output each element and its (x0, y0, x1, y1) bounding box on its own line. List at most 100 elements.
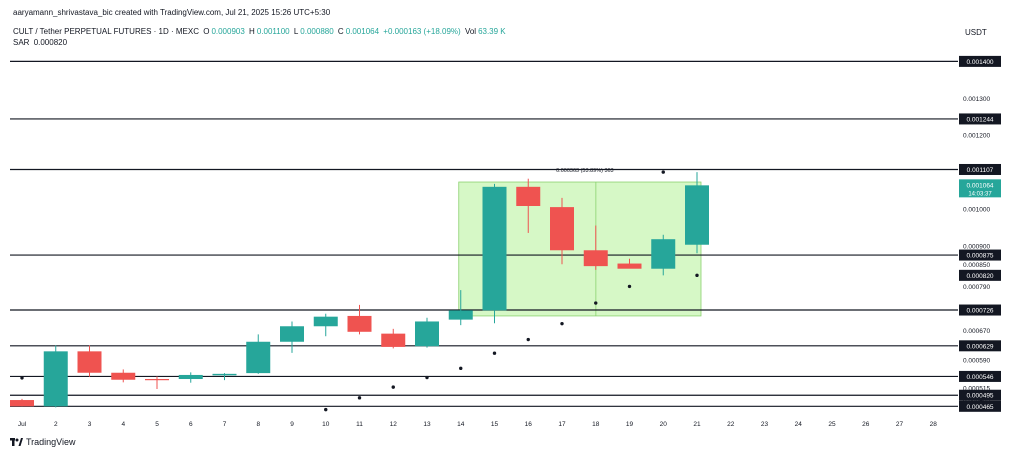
open-label: O (203, 27, 210, 36)
x-tick-label: 22 (727, 421, 735, 428)
tradingview-logo[interactable]: TradingView (10, 437, 76, 447)
tradingview-logo-icon (10, 438, 23, 446)
candle-body (212, 373, 237, 376)
countdown-text: 14:03:37 (968, 191, 992, 197)
level-price-tag (959, 400, 1001, 412)
level-price-tag (959, 55, 1001, 67)
x-tick-label: 12 (390, 421, 398, 428)
close-value: 0.001064 (345, 27, 380, 36)
y-tick-label: 0.000790 (963, 284, 990, 291)
x-tick-label: 18 (592, 421, 600, 428)
change-value: +0.000163 (+18.09%) (383, 27, 461, 36)
sar-value: 0.000820 (33, 38, 68, 47)
candle-body (313, 316, 338, 327)
x-tick-label: Jul (18, 421, 27, 428)
x-tick-label: 6 (189, 421, 193, 428)
sar-dot (459, 366, 463, 371)
level-price-tag (959, 304, 1001, 316)
level-price-tag (959, 113, 1001, 125)
x-tick-label: 19 (626, 421, 634, 428)
y-tick-label: 0.000850 (963, 262, 990, 269)
y-tick-label: 0.000590 (963, 358, 990, 365)
symbol-title[interactable]: CULT / Tether PERPETUAL FUTURES · 1D · M… (13, 27, 199, 36)
y-tick-label: 0.001200 (963, 133, 990, 140)
low-label: L (293, 27, 299, 36)
sar-price-text: 0.000820 (966, 273, 993, 280)
x-tick-label: 28 (930, 421, 938, 428)
volume-label: Vol (464, 27, 477, 36)
sar-dot (425, 375, 429, 380)
x-tick-label: 20 (660, 421, 668, 428)
x-tick-label: 26 (862, 421, 870, 428)
sar-dot (661, 170, 665, 174)
level-price-text: 0.001400 (966, 59, 993, 66)
level-price-text: 0.001244 (966, 116, 993, 123)
y-tick-label: 0.001300 (963, 96, 990, 103)
x-tick-label: 5 (155, 421, 159, 428)
sar-indicator-line[interactable]: SAR 0.000820 (13, 38, 69, 47)
sar-dot (20, 376, 24, 380)
level-price-tag (959, 340, 1001, 352)
level-price-tag (959, 370, 1001, 382)
x-tick-label: 7 (223, 421, 227, 428)
sar-dot (560, 321, 564, 326)
x-tick-label: 17 (558, 421, 566, 428)
level-price-tag (959, 163, 1001, 175)
tradingview-logo-text: TradingView (26, 437, 76, 447)
x-tick-label: 2 (54, 421, 58, 428)
level-price-tag (959, 389, 1001, 401)
candle-body (246, 341, 271, 374)
x-tick-label: 23 (761, 421, 769, 428)
x-tick-label: 4 (121, 421, 125, 428)
y-tick-label: 0.001000 (963, 206, 990, 213)
x-tick-label: 10 (322, 421, 330, 428)
range-measure-label: 0.000363 (53.89%) 363 (556, 168, 614, 174)
sar-dot (492, 351, 497, 355)
level-price-text: 0.000495 (966, 393, 993, 400)
candle-body (617, 263, 642, 269)
sar-label: SAR (13, 38, 30, 47)
candle-body (111, 372, 136, 380)
candle-body (583, 250, 608, 267)
level-price-text: 0.000465 (966, 404, 993, 411)
high-value: 0.001100 (256, 27, 290, 36)
candle-body (10, 400, 34, 407)
sar-dot (526, 337, 530, 342)
x-tick-label: 9 (290, 421, 294, 428)
x-tick-label: 21 (693, 421, 701, 428)
candle-body (482, 186, 507, 311)
x-tick-label: 15 (491, 421, 499, 428)
x-tick-label: 24 (795, 421, 803, 428)
high-label: H (249, 27, 255, 36)
low-value: 0.000880 (300, 27, 334, 36)
candle-body (685, 185, 709, 245)
x-tick-label: 14 (457, 421, 465, 428)
symbol-info-line: CULT / Tether PERPETUAL FUTURES · 1D · M… (13, 27, 508, 36)
level-price-text: 0.000546 (966, 374, 993, 381)
x-tick-label: 16 (525, 421, 533, 428)
x-tick-label: 11 (356, 421, 363, 428)
open-value: 0.000903 (211, 27, 245, 36)
current-price-text: 0.001064 (966, 182, 993, 189)
candle-body (77, 351, 102, 373)
x-tick-label: 13 (423, 421, 431, 428)
candle-body (43, 351, 68, 407)
x-tick-label: 3 (88, 421, 92, 428)
sar-dot (627, 284, 632, 289)
candle-body (651, 239, 676, 269)
chart-credit: aaryamann_shrivastava_bic created with T… (13, 8, 331, 17)
sar-dot (357, 396, 362, 400)
candle-body (145, 379, 169, 381)
x-tick-label: 8 (256, 421, 260, 428)
level-price-text: 0.000726 (966, 308, 993, 315)
candle-body (448, 310, 473, 320)
level-price-text: 0.001107 (967, 167, 994, 174)
y-tick-label: 0.000900 (963, 243, 990, 250)
sar-dot (391, 385, 395, 389)
currency-label[interactable]: USDT (965, 28, 987, 37)
candle-body (280, 326, 304, 342)
close-label: C (337, 27, 344, 36)
volume-value: 63.39 K (478, 27, 506, 36)
